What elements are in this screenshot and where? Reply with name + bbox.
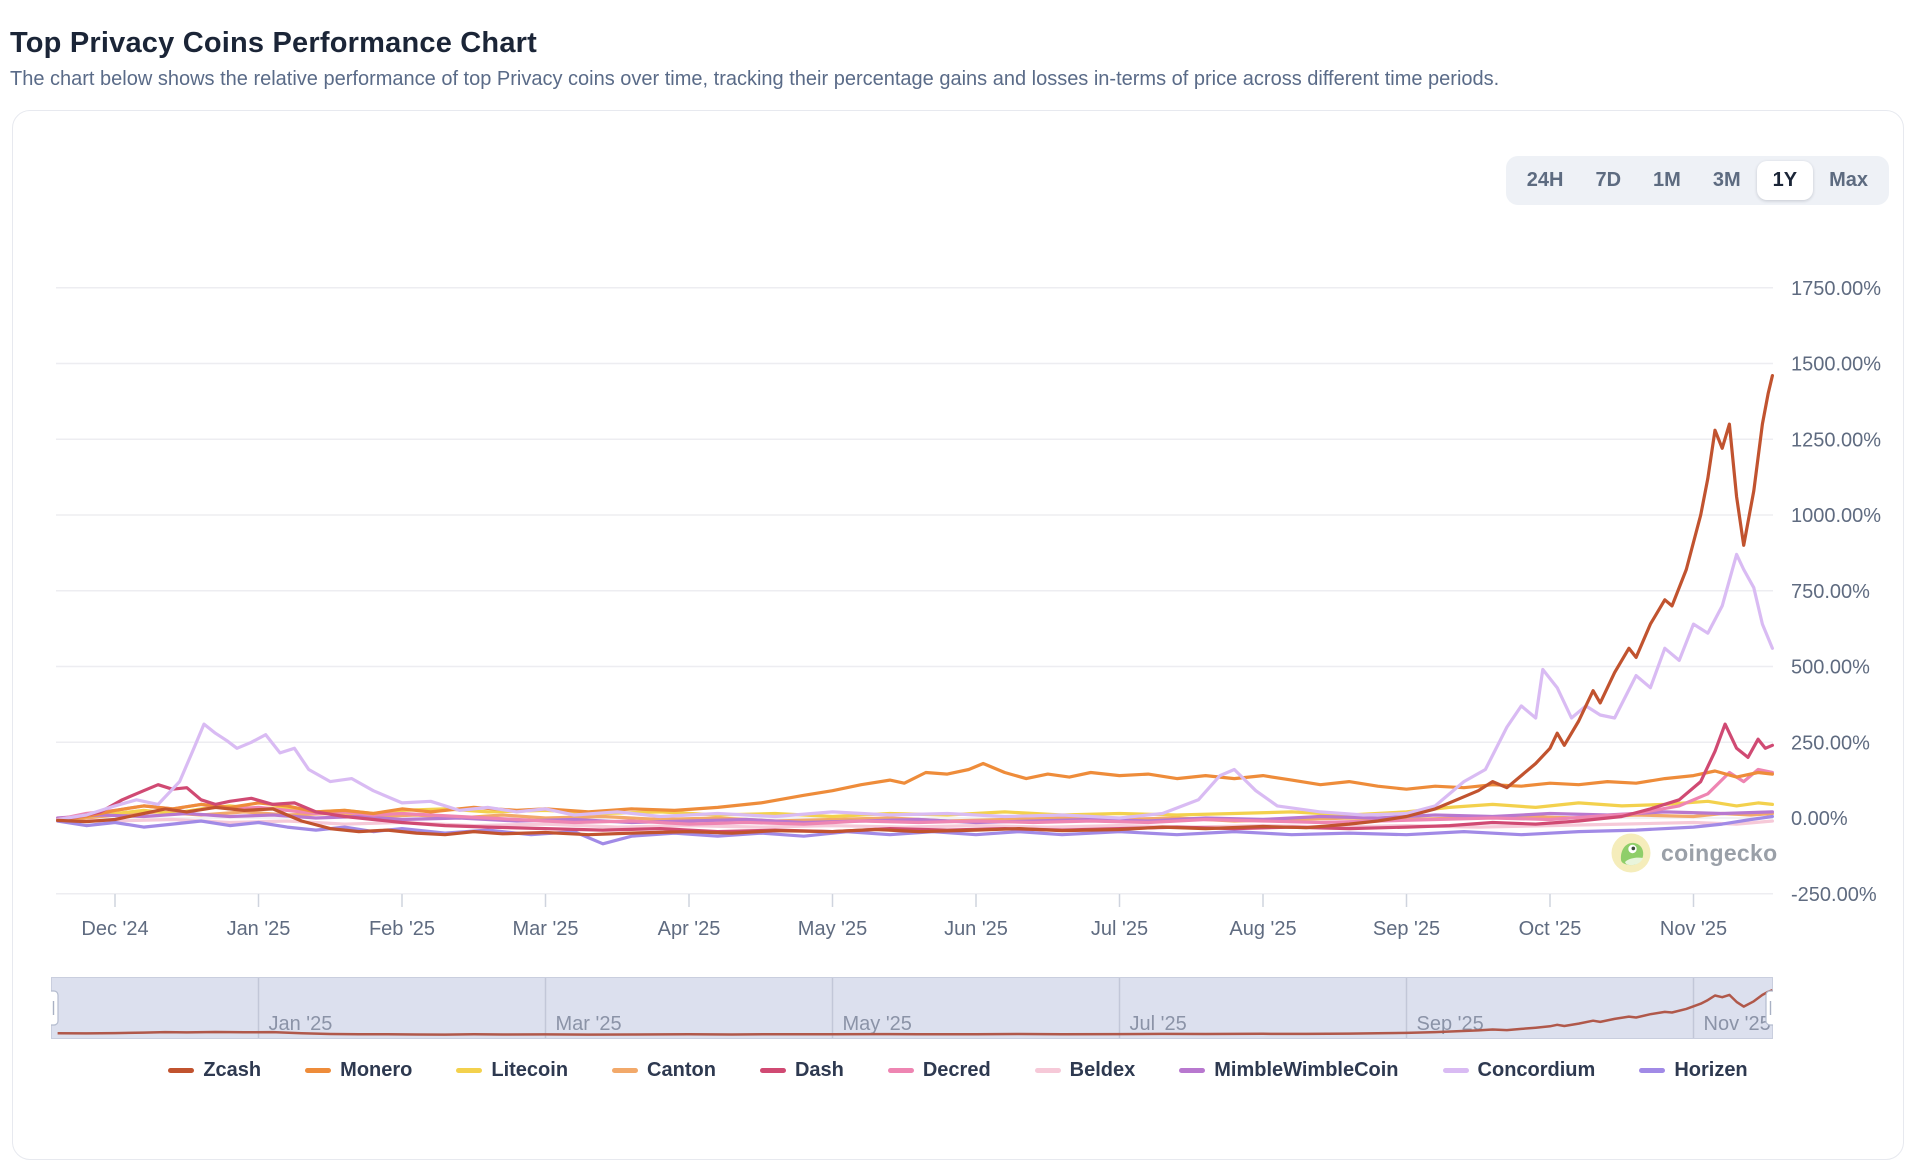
series-line-monero (55, 761, 1775, 822)
y-axis-label: 1000.00% (1791, 505, 1881, 527)
y-axis-label: -250.00% (1791, 884, 1877, 906)
legend-item-mimblewimblecoin[interactable]: MimbleWimbleCoin (1179, 1059, 1399, 1082)
y-axis-label: 750.00% (1791, 581, 1870, 603)
x-axis-label: Jul '25 (1091, 918, 1148, 940)
y-axis-label: 500.00% (1791, 657, 1870, 679)
legend-item-monero[interactable]: Monero (305, 1059, 412, 1082)
legend-swatch-concordium (1442, 1068, 1469, 1073)
legend-label: MimbleWimbleCoin (1214, 1059, 1399, 1081)
legend-item-horizen[interactable]: Horizen (1639, 1059, 1748, 1082)
legend-swatch-monero (305, 1068, 332, 1073)
navigator-label: Jul '25 (1130, 1013, 1187, 1035)
legend-item-zcash[interactable]: Zcash (168, 1059, 261, 1082)
x-axis-label: Nov '25 (1660, 918, 1727, 940)
legend-label: Zcash (203, 1059, 262, 1081)
legend-swatch-litecoin (456, 1068, 483, 1073)
legend-item-canton[interactable]: Canton (612, 1059, 716, 1082)
series-line-zcash (55, 374, 1775, 837)
series-line-horizen (55, 814, 1775, 846)
page-subtitle: The chart below shows the relative perfo… (10, 68, 1500, 90)
range-button-max[interactable]: Max (1813, 161, 1884, 200)
x-axis-label: Feb '25 (369, 918, 435, 940)
watermark-text: coingecko (1661, 839, 1778, 866)
x-axis-label: Aug '25 (1229, 918, 1296, 940)
legend-swatch-beldex (1034, 1068, 1061, 1073)
navigator-track[interactable] (51, 977, 1773, 1039)
legend-label: Decred (922, 1059, 991, 1081)
series-line-decred (55, 767, 1775, 826)
range-button-24h[interactable]: 24H (1511, 161, 1580, 200)
navigator-label: Nov '25 (1704, 1013, 1771, 1035)
legend: Zcash Monero Litecoin Canton Dash Decred Belde… (13, 1059, 1903, 1082)
legend-swatch-dash (759, 1068, 786, 1073)
gecko-icon (1611, 833, 1651, 873)
x-axis-label: Apr '25 (658, 918, 721, 940)
legend-label: Beldex (1069, 1059, 1136, 1081)
navigator-label: Jan '25 (269, 1013, 333, 1035)
x-axis-label: Dec '24 (81, 918, 148, 940)
navigator-label: Sep '25 (1417, 1013, 1484, 1035)
legend-label: Litecoin (491, 1059, 569, 1081)
legend-item-beldex[interactable]: Beldex (1034, 1059, 1136, 1082)
x-axis-label: Sep '25 (1373, 918, 1440, 940)
legend-swatch-decred (887, 1068, 914, 1073)
legend-item-decred[interactable]: Decred (887, 1059, 991, 1082)
navigator-label: Mar '25 (556, 1013, 622, 1035)
navigator-label: May '25 (843, 1013, 912, 1035)
navigator-handle-left[interactable] (51, 990, 59, 1026)
legend-item-concordium[interactable]: Concordium (1442, 1059, 1596, 1082)
legend-swatch-mimblewimblecoin (1179, 1068, 1206, 1073)
range-button-7d[interactable]: 7D (1579, 161, 1637, 200)
legend-label: Canton (647, 1059, 716, 1081)
x-axis-label: May '25 (798, 918, 867, 940)
range-selector: 24H 7D 1M 3M 1Y Max (1505, 156, 1889, 205)
x-axis-label: Jun '25 (944, 918, 1008, 940)
page-title: Top Privacy Coins Performance Chart (10, 27, 538, 60)
coingecko-watermark: coingecko (1611, 833, 1777, 873)
legend-label: Monero (340, 1059, 413, 1081)
navigator[interactable]: Jan '25 Mar '25 May '25 Jul '25 Sep '25 Nov '… (51, 977, 1773, 1039)
chart-card: 24H 7D 1M 3M 1Y Max 1750.00% 1500.00% 1250… (12, 110, 1904, 1160)
legend-label: Horizen (1674, 1059, 1748, 1081)
x-axis-label: Mar '25 (512, 918, 578, 940)
range-button-1y[interactable]: 1Y (1756, 161, 1814, 200)
series-line-concordium (55, 552, 1775, 822)
navigator-series-line (57, 989, 1773, 1036)
legend-swatch-zcash (168, 1068, 195, 1073)
y-axis-label: 1250.00% (1791, 429, 1881, 451)
range-button-1m[interactable]: 1M (1637, 161, 1697, 200)
x-axis-label: Oct '25 (1519, 918, 1582, 940)
legend-swatch-canton (612, 1068, 639, 1073)
legend-swatch-horizen (1639, 1068, 1666, 1073)
y-axis-label: 0.00% (1791, 808, 1848, 830)
legend-item-dash[interactable]: Dash (759, 1059, 844, 1082)
legend-item-litecoin[interactable]: Litecoin (456, 1059, 568, 1082)
navigator-handle-right[interactable] (1765, 990, 1773, 1026)
y-axis-label: 250.00% (1791, 732, 1870, 754)
legend-label: Concordium (1477, 1059, 1596, 1081)
legend-label: Dash (794, 1059, 844, 1081)
y-axis-label: 1750.00% (1791, 278, 1881, 300)
x-axis-label: Jan '25 (227, 918, 291, 940)
range-button-3m[interactable]: 3M (1697, 161, 1757, 200)
y-axis-label: 1500.00% (1791, 354, 1881, 376)
main-chart[interactable]: 1750.00% 1500.00% 1250.00% 1000.00% 750.00% 5… (13, 111, 1905, 971)
